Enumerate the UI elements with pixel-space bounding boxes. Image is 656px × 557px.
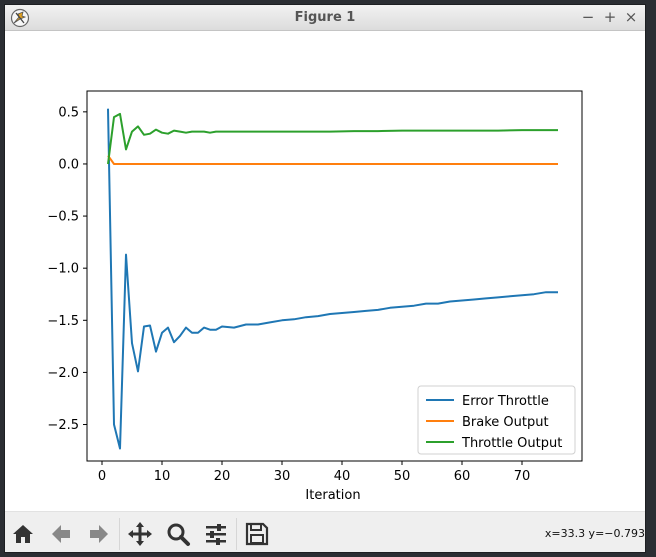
- save-icon[interactable]: [243, 520, 271, 548]
- minimize-button[interactable]: −: [581, 8, 595, 26]
- configure-subplots-icon[interactable]: [202, 520, 230, 548]
- legend-label-error-throttle: Error Throttle: [462, 394, 549, 409]
- x-tick-label: 10: [154, 469, 171, 484]
- window-title: Figure 1: [294, 10, 356, 25]
- series-line-brake-output: [107, 155, 558, 165]
- y-tick-label: 0.5: [58, 105, 79, 120]
- x-tick-label: 50: [394, 469, 411, 484]
- maximize-button[interactable]: +: [603, 8, 617, 26]
- back-icon[interactable]: [47, 520, 75, 548]
- series-layer: [107, 108, 558, 450]
- series-line-throttle-output: [107, 112, 558, 165]
- figure-canvas[interactable]: 0 10 20 30 40 50 60 70 0.5 0.0 −0.5 −1.0 −1.5 −2.0 −2…: [5, 31, 646, 513]
- x-tick-label: 0: [98, 469, 106, 484]
- x-tick-label: 70: [514, 469, 531, 484]
- pan-icon[interactable]: [126, 520, 154, 548]
- zoom-icon[interactable]: [164, 520, 192, 548]
- line-chart[interactable]: 0 10 20 30 40 50 60 70 0.5 0.0 −0.5 −1.0 −1.5 −2.0 −2…: [5, 31, 646, 513]
- legend-box: [417, 385, 576, 455]
- series-line-error-throttle: [107, 108, 558, 450]
- x-tick-label: 40: [334, 469, 351, 484]
- y-tick-label: −1.0: [47, 262, 79, 277]
- x-tick-label: 20: [214, 469, 231, 484]
- y-tick-label: 0.0: [58, 157, 79, 172]
- legend-label-brake-output: Brake Output: [462, 415, 549, 430]
- x-axis-ticks: 0 10 20 30 40 50 60 70: [98, 461, 530, 484]
- y-tick-label: −2.5: [47, 418, 79, 433]
- title-bar[interactable]: Figure 1 − + ×: [5, 5, 645, 31]
- y-tick-label: −1.5: [47, 314, 79, 329]
- legend: Error Throttle Brake Output Throttle Out…: [417, 385, 576, 455]
- close-button[interactable]: ×: [624, 8, 638, 26]
- navigation-toolbar: x=33.3 y=−0.793: [5, 511, 645, 552]
- forward-icon[interactable]: [85, 520, 113, 548]
- cursor-coordinates: x=33.3 y=−0.793: [544, 527, 645, 540]
- home-icon[interactable]: [9, 520, 37, 548]
- x-axis-label: Iteration: [305, 488, 360, 503]
- figure-window: Figure 1 − + × 0 10 20 30 40 50 60 70 0.5 0.0 −0.…: [4, 4, 646, 553]
- app-icon[interactable]: [10, 8, 30, 28]
- toolbar-separator: [119, 518, 120, 550]
- y-axis-ticks: 0.5 0.0 −0.5 −1.0 −1.5 −2.0 −2.5: [47, 105, 87, 433]
- toolbar-separator: [236, 518, 237, 550]
- y-tick-label: −2.0: [47, 366, 79, 381]
- x-tick-label: 60: [454, 469, 471, 484]
- legend-label-throttle-output: Throttle Output: [461, 436, 562, 451]
- y-tick-label: −0.5: [47, 210, 79, 225]
- x-tick-label: 30: [274, 469, 291, 484]
